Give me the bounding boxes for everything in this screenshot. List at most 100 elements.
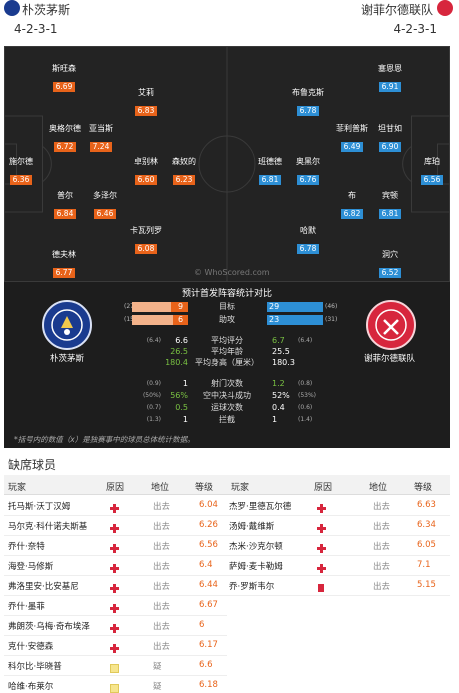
home-player[interactable]: 施尔德 6.36 [4,157,51,186]
away-player[interactable]: 班德德 6.81 [240,157,300,186]
home-prev-value: (1.3) [146,416,161,423]
home-player[interactable]: 德夫林 6.77 [34,250,94,279]
home-player[interactable]: 卡瓦列罗 6.08 [116,226,176,255]
home-prev-value: (0.7) [146,404,161,411]
home-stat-value: 6.6 [175,336,188,345]
home-missing-player-row[interactable]: 哈维·布莱尔 疑 6.18 [4,675,227,693]
home-missing-player-row[interactable]: 马尔克·科什诺夫斯基 出去 6.26 [4,515,227,536]
away-prev-value: (46) [325,303,338,310]
player-name[interactable]: 杰米·沙克尔顿 [229,542,283,552]
home-player[interactable]: 普尔 6.84 [35,191,95,220]
player-rating: 6.56 [420,175,444,185]
player-name: 坦甘如 [378,124,402,133]
home-team-name[interactable]: 朴茨茅斯 [22,3,71,17]
injury-icon [110,644,119,653]
home-player[interactable]: 斯旺森 6.69 [34,64,94,93]
away-player[interactable]: 布 6.82 [322,191,382,220]
away-player[interactable]: 哈默 6.78 [278,226,338,255]
home-team-crest-icon[interactable] [42,300,92,350]
away-team-badge-icon[interactable] [437,0,453,16]
away-missing-player-row[interactable]: 杰罗·里德瓦尔德 出去 6.63 [227,495,450,516]
home-missing-player-row[interactable]: 乔什·墨菲 出去 6.67 [4,595,227,616]
home-stat-value: 1 [182,379,188,388]
away-player[interactable]: 菲利普斯 6.49 [322,124,382,153]
home-missing-player-row[interactable]: 克什·安德森 出去 6.17 [4,635,227,656]
stat-row: 180.4 平均身高（厘米） 180.3 [4,357,450,368]
player-name[interactable]: 海登·马修斯 [8,562,54,572]
away-player[interactable]: 宾顿 6.81 [360,191,420,220]
home-player[interactable]: 卓别林 6.60 [116,157,176,186]
home-player[interactable]: 亚当斯 7.24 [71,124,131,153]
home-missing-player-row[interactable]: 弗朗茨·乌梅·奇布埃泽 出去 6 [4,615,227,636]
home-player[interactable]: 艾莉 6.83 [116,88,176,117]
away-bar-value: 23 [269,315,280,324]
home-team-label[interactable]: 朴茨茅斯 [50,354,85,364]
away-team-crest-icon[interactable] [366,300,416,350]
player-name: 多泽尔 [93,191,117,200]
injury-icon [110,624,119,633]
player-name[interactable]: 托马斯·沃丁汉姆 [8,502,71,512]
player-name: 普尔 [57,191,73,200]
rating: 6.17 [199,640,218,650]
player-name[interactable]: 乔什·墨菲 [8,602,45,612]
rating: 6.6 [199,660,213,670]
home-bar-track [132,302,188,312]
player-name[interactable]: 科尔比·毕晓普 [8,662,62,672]
away-player[interactable]: 塞恩恩 6.91 [360,64,420,93]
player-name[interactable]: 弗洛里安·比安基尼 [8,582,79,592]
home-missing-player-row[interactable]: 乔什·奈特 出去 6.56 [4,535,227,556]
missing-players-title: 缺席球员 [8,458,57,472]
away-missing-player-row[interactable]: 乔·罗斯韦尔 出去 5.15 [227,575,450,596]
rating: 6.34 [417,520,436,530]
injury-icon [317,524,326,533]
rating: 6.67 [199,600,218,610]
home-formation: 4-2-3-1 [14,22,58,36]
player-rating: 6.72 [53,142,77,152]
home-team-badge-icon[interactable] [4,0,20,16]
home-missing-player-row[interactable]: 弗洛里安·比安基尼 出去 6.44 [4,575,227,596]
rating: 6.05 [417,540,436,550]
player-name: 塞恩恩 [378,64,402,73]
stat-row: (0.7) 0.5 运球次数 0.4 (0.6) [4,402,450,413]
player-name[interactable]: 杰罗·里德瓦尔德 [229,502,292,512]
home-player[interactable]: 奥格尔德 6.72 [35,124,95,153]
away-missing-player-row[interactable]: 萨姆·麦卡勒姆 出去 7.1 [227,555,450,576]
player-rating: 6.91 [378,82,402,92]
away-player[interactable]: 洞穴 6.52 [360,250,420,279]
player-name[interactable]: 克什·安德森 [8,642,54,652]
away-missing-player-row[interactable]: 汤姆·戴维斯 出去 6.34 [227,515,450,536]
player-name[interactable]: 马尔克·科什诺夫斯基 [8,522,88,532]
home-stat-value: 1 [182,415,188,424]
player-name[interactable]: 弗朗茨·乌梅·奇布埃泽 [8,622,90,632]
player-name[interactable]: 汤姆·戴维斯 [229,522,275,532]
stat-label: 运球次数 [211,403,243,412]
player-name[interactable]: 萨姆·麦卡勒姆 [229,562,283,572]
watermark: © WhoScored.com [194,268,270,277]
home-player[interactable]: 森奴的 6.23 [154,157,214,186]
home-missing-player-row[interactable]: 科尔比·毕晓普 疑 6.6 [4,655,227,676]
player-rating: 6.83 [134,106,158,116]
home-bar-fill [173,315,188,325]
away-stat-value: 1 [272,415,278,424]
away-missing-player-row[interactable]: 杰米·沙克尔顿 出去 6.05 [227,535,450,556]
home-missing-player-row[interactable]: 托马斯·沃丁汉姆 出去 6.04 [4,495,227,516]
home-prev-value: (27) [124,303,137,310]
player-name[interactable]: 哈维·布莱尔 [8,682,54,692]
lineup-comparison: 预计首发阵容统计对比 朴茨茅斯 谢菲尔德联队 (27) 9 目标 29 (46)… [4,282,450,448]
home-bar-value: 6 [178,315,184,324]
away-player[interactable]: 布鲁克斯 6.78 [278,88,338,117]
player-rating: 6.82 [340,209,364,219]
home-missing-player-row[interactable]: 海登·马修斯 出去 6.4 [4,555,227,576]
away-player[interactable]: 库珀 6.56 [402,157,450,186]
away-team-name[interactable]: 谢菲尔德联队 [360,3,433,17]
col-status: 地位 [151,483,170,493]
away-team-label[interactable]: 谢菲尔德联队 [364,354,416,364]
player-name: 洞穴 [382,250,398,259]
home-player[interactable]: 多泽尔 6.46 [75,191,135,220]
away-player[interactable]: 坦甘如 6.90 [360,124,420,153]
player-name[interactable]: 乔什·奈特 [8,542,45,552]
status: 出去 [153,502,171,512]
match-header: 朴茨茅斯 4-2-3-1 谢菲尔德联队 4-2-3-1 [0,0,459,46]
player-name[interactable]: 乔·罗斯韦尔 [229,582,275,592]
away-player[interactable]: 奥黑尔 6.76 [278,157,338,186]
